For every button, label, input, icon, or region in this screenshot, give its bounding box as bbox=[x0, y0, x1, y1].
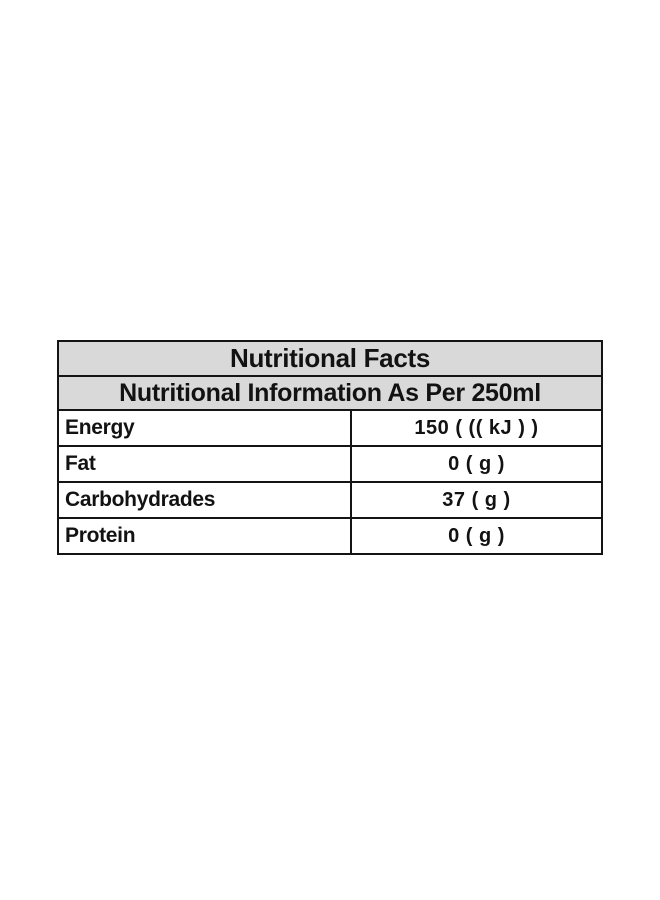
table-title: Nutritional Facts bbox=[59, 342, 601, 377]
row-label-fat: Fat bbox=[59, 447, 352, 481]
row-value-energy: 150 ( (( kJ ) ) bbox=[414, 416, 539, 439]
row-label-protein: Protein bbox=[59, 519, 352, 553]
nutrition-facts-table: Nutritional Facts Nutritional Informatio… bbox=[57, 340, 603, 555]
row-label-carbohydrades: Carbohydrades bbox=[59, 483, 352, 517]
table-row-carbohydrades: Carbohydrades 37 ( g ) bbox=[59, 483, 601, 519]
row-label-energy: Energy bbox=[59, 411, 352, 445]
table-row-energy: Energy 150 ( (( kJ ) ) bbox=[59, 411, 601, 447]
table-row-fat: Fat 0 ( g ) bbox=[59, 447, 601, 483]
row-value-fat: 0 ( g ) bbox=[448, 452, 505, 475]
row-value-carbohydrades: 37 ( g ) bbox=[442, 488, 511, 511]
table-row-protein: Protein 0 ( g ) bbox=[59, 519, 601, 553]
table-subtitle: Nutritional Information As Per 250ml bbox=[59, 377, 601, 411]
row-value-protein: 0 ( g ) bbox=[448, 524, 505, 547]
